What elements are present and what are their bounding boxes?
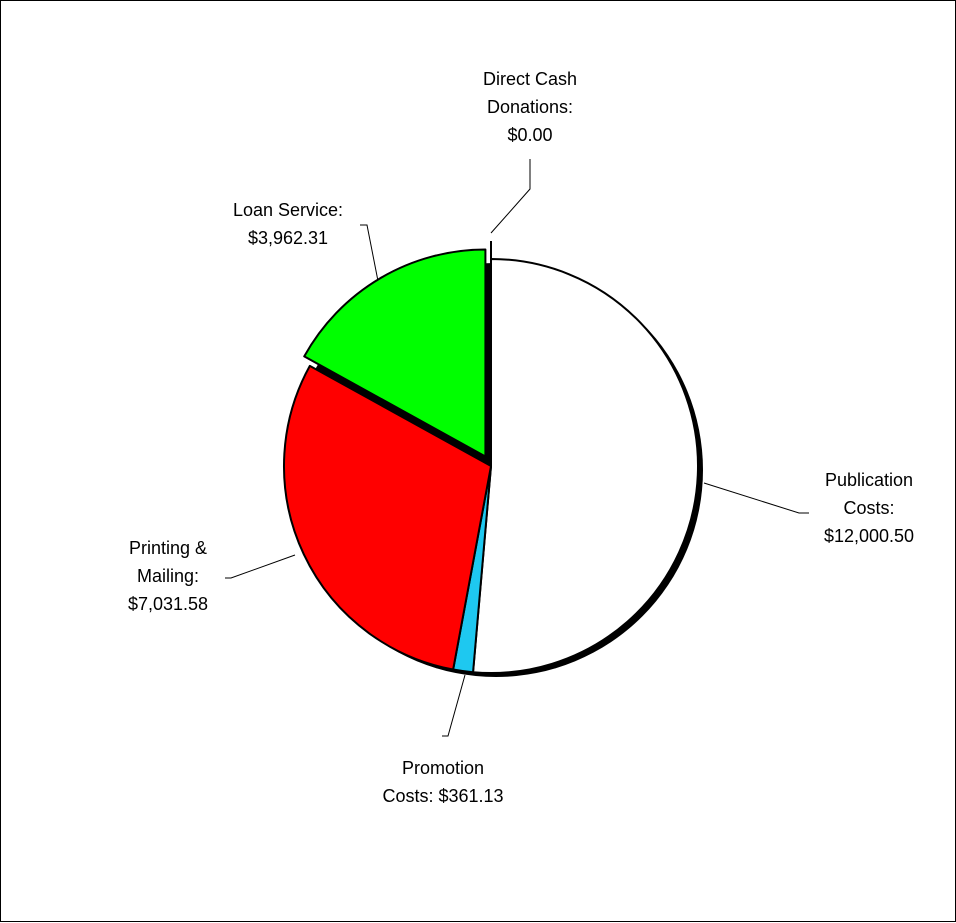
slice-label-line: Donations: xyxy=(487,97,573,117)
slice-label-line: Mailing: xyxy=(137,566,199,586)
slice-label-line: Direct Cash xyxy=(483,69,577,89)
slice-label-line: $7,031.58 xyxy=(128,594,208,614)
slice-printing-and-mailing xyxy=(283,364,492,671)
slice-loan-service xyxy=(303,248,487,458)
slice-label-direct-cash-donations: Direct Cash Donations: $0.00 xyxy=(483,69,577,145)
slice-label-line: Printing & xyxy=(129,538,207,558)
slice-label-line: Costs: $361.13 xyxy=(382,786,503,806)
leader-line-loan-service xyxy=(360,224,379,282)
slice-label-publication-costs: Publication Costs: $12,000.50 xyxy=(824,470,914,546)
leader-line-publication-costs xyxy=(703,482,809,514)
slice-label-line: Costs: xyxy=(843,498,894,518)
slice-labels: Publication Costs: $12,000.50 Promotion Cost… xyxy=(128,69,914,806)
slice-label-line: Promotion xyxy=(402,758,484,778)
leader-line-printing-and-mailing xyxy=(225,554,296,579)
slice-label-line: $0.00 xyxy=(507,125,552,145)
leader-line-promotion-costs xyxy=(442,674,466,737)
pie-slices xyxy=(283,241,703,677)
slice-label-line: $12,000.50 xyxy=(824,526,914,546)
slice-label-line: $3,962.31 xyxy=(248,228,328,248)
slice-label-line: Publication xyxy=(825,470,913,490)
slice-label-line: Loan Service: xyxy=(233,200,343,220)
leader-lines xyxy=(225,159,809,737)
slice-label-printing-and-mailing: Printing & Mailing: $7,031.58 xyxy=(128,538,208,614)
slice-publication-costs xyxy=(472,258,699,674)
leader-line-direct-cash-donations xyxy=(490,159,531,234)
slice-label-promotion-costs: Promotion Costs: $361.13 xyxy=(382,758,503,806)
slice-label-loan-service: Loan Service: $3,962.31 xyxy=(233,200,343,248)
